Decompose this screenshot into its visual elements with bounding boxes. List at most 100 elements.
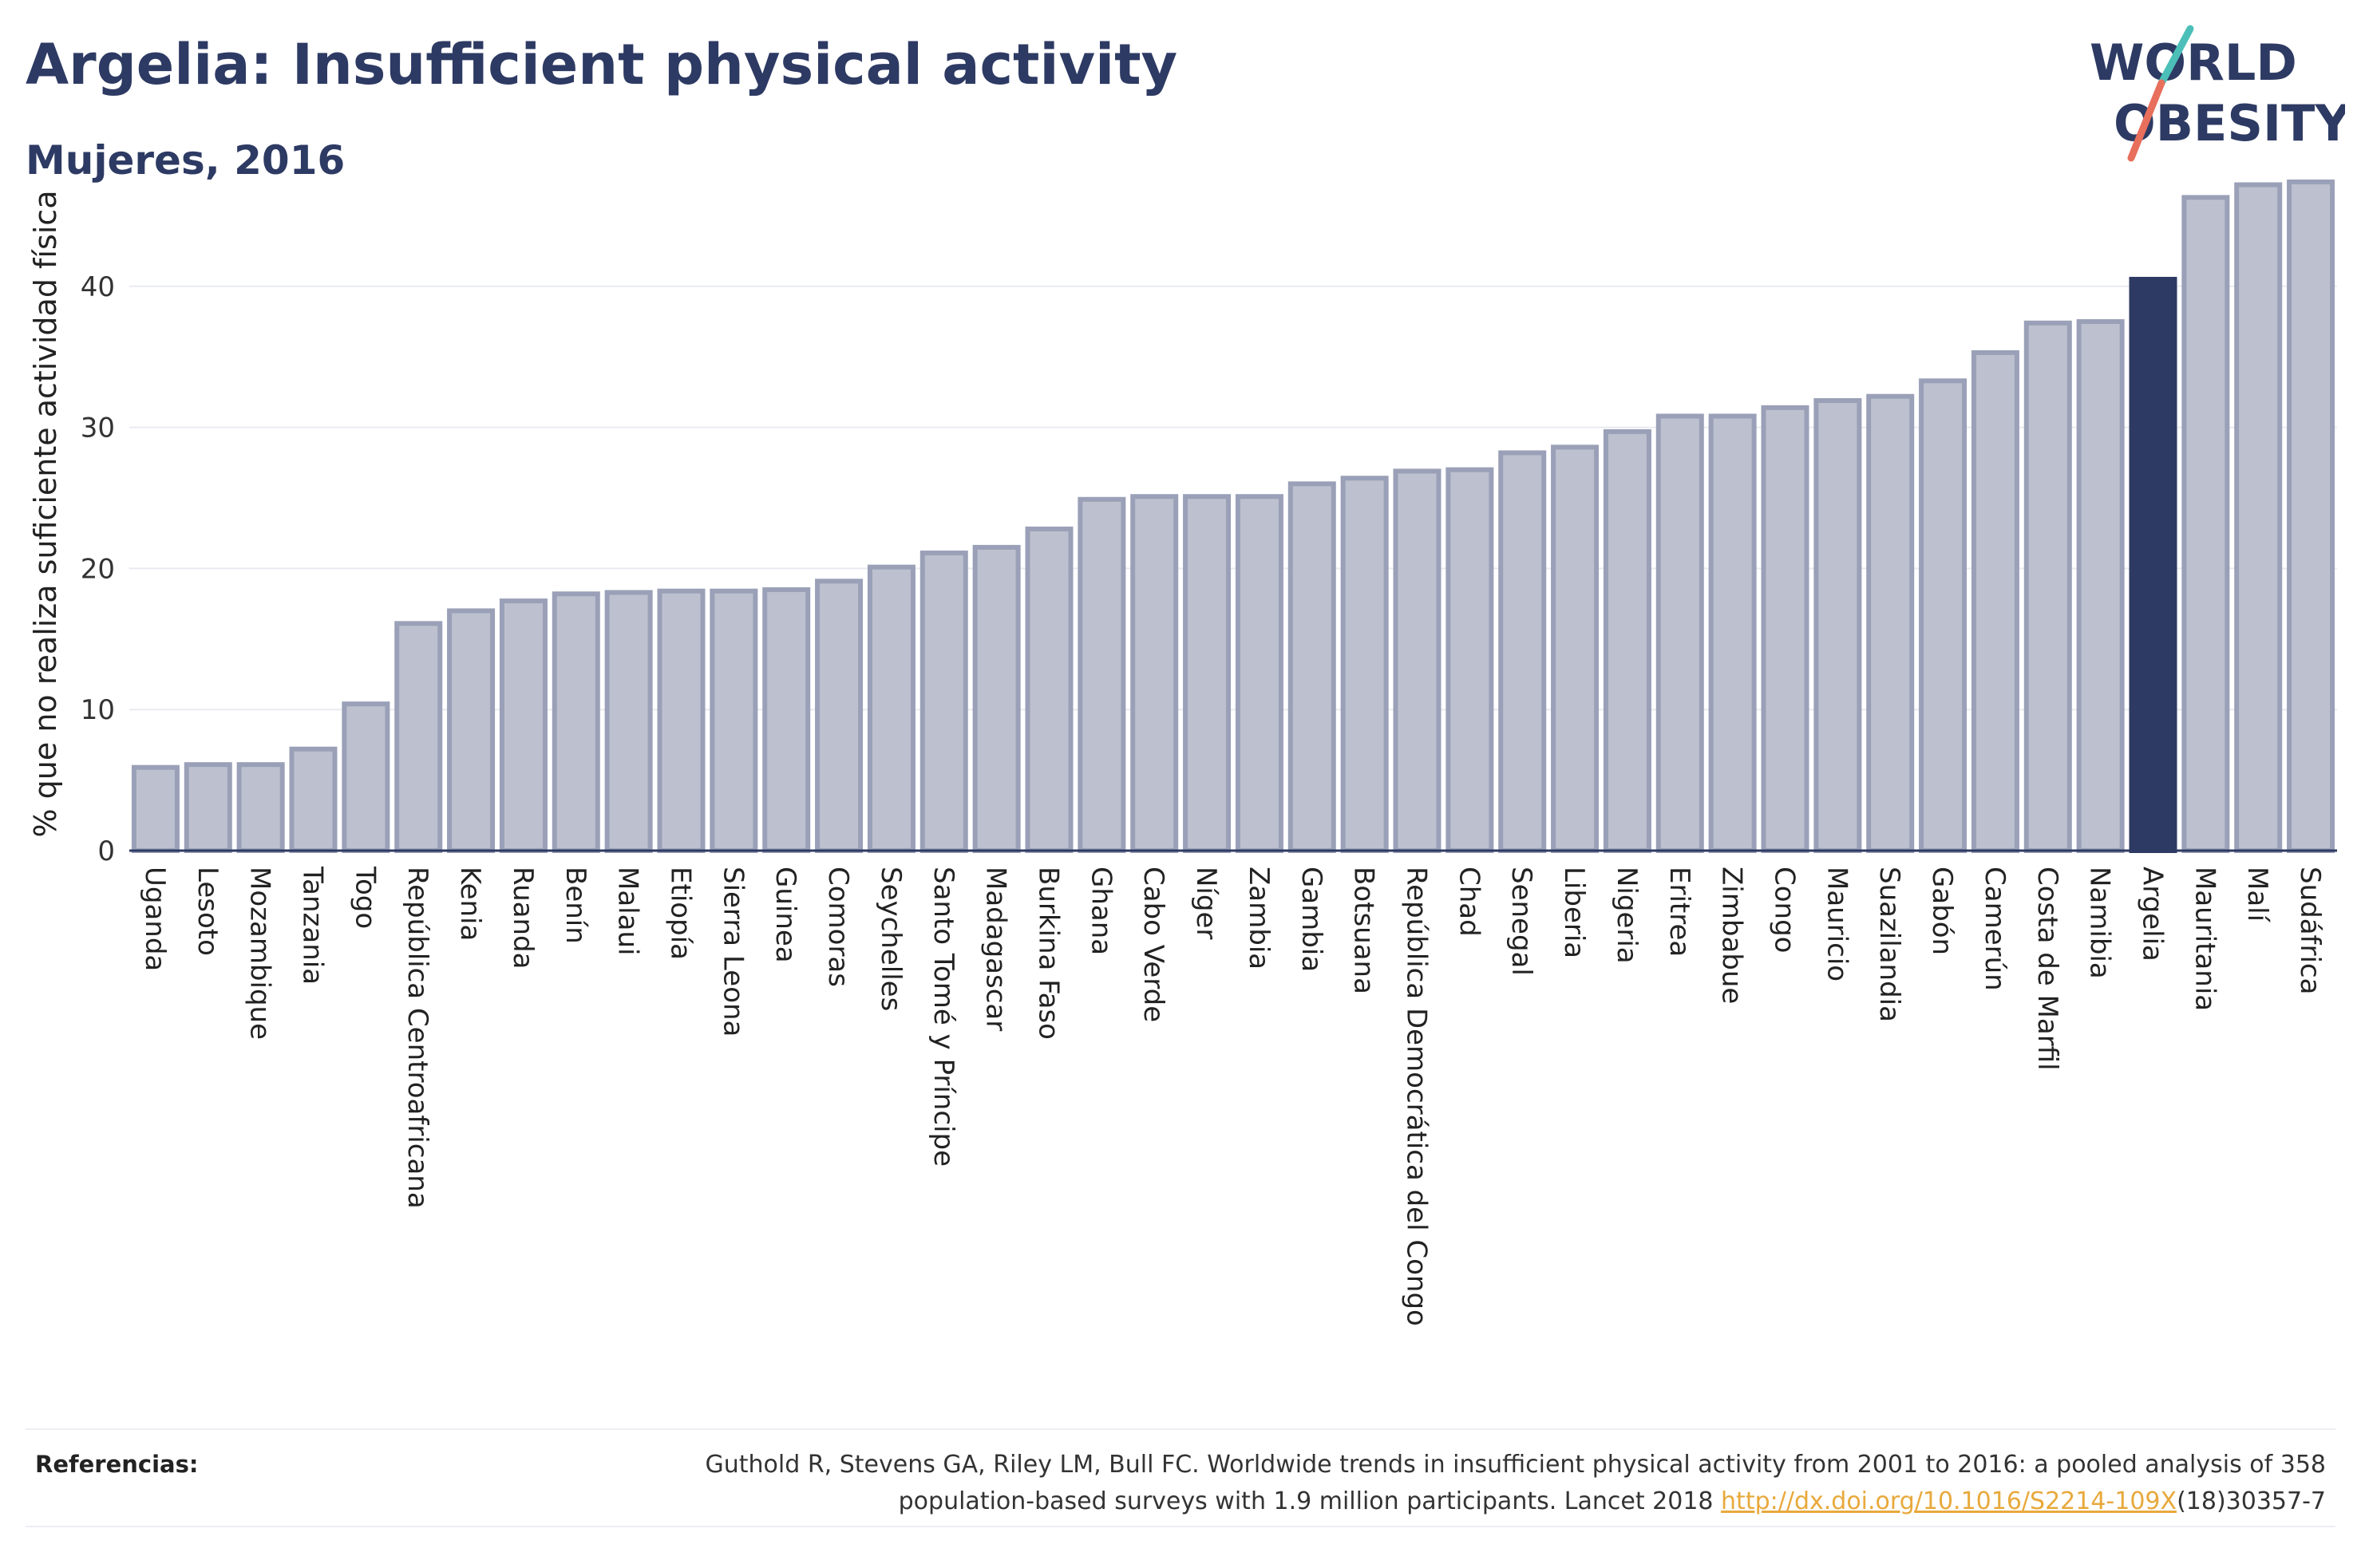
x-tick-label-41: Sudáfrica (2294, 867, 2326, 994)
x-tick-label-8: Benín (560, 867, 591, 944)
bar-30 (1708, 413, 1757, 853)
bar-27 (1551, 444, 1600, 853)
bar-0 (131, 764, 180, 853)
x-tick-label-14: Seychelles (875, 867, 907, 1011)
bar-14 (867, 564, 916, 854)
bar-26 (1498, 450, 1547, 853)
references-bottom-divider (26, 1526, 2335, 1527)
bar-11 (710, 588, 758, 853)
x-tick-label-0: Uganda (139, 867, 171, 971)
x-tick-label-3: Tanzania (297, 866, 329, 985)
x-tick-label-38: Argelia (2137, 867, 2169, 962)
bar-10 (657, 588, 706, 853)
x-tick-label-9: Malaui (612, 867, 644, 955)
bar-3 (289, 746, 338, 853)
bar-13 (815, 579, 864, 853)
x-tick-label-23: Botsuana (1348, 867, 1380, 994)
bar-22 (1287, 481, 1336, 853)
bar-36 (2023, 320, 2072, 853)
bar-34 (1919, 378, 1968, 854)
bar-23 (1340, 476, 1389, 853)
bar-5 (394, 621, 443, 853)
bar-15 (919, 550, 968, 854)
logo-line1: WORLD (2090, 34, 2297, 92)
bar-16 (972, 544, 1021, 853)
bar-8 (552, 591, 600, 853)
bar-12 (762, 587, 811, 853)
logo-slash-coral (2127, 79, 2165, 162)
x-tick-label-11: Sierra Leona (717, 867, 749, 1037)
y-tick-label-0: 0 (97, 835, 115, 867)
references-doi-link[interactable]: http://dx.doi.org/10.1016/S2214-109X (1721, 1487, 2177, 1515)
bar-25 (1445, 467, 1494, 853)
bar-32 (1813, 398, 1862, 853)
bar-chart: 0 10 20 30 40 Uganda Lesoto Mozambique Tanzania T… (28, 179, 2337, 1326)
references-line2-pre: population-based surveys with 1.9 millio… (898, 1487, 1722, 1515)
x-tick-label-35: Camerún (1979, 867, 2011, 991)
bar-19 (1130, 494, 1179, 853)
references-text: Guthold R, Stevens GA, Riley LM, Bull FC… (490, 1447, 2326, 1520)
bar-9 (604, 590, 653, 853)
bar-18 (1078, 496, 1126, 853)
bar-2 (236, 762, 285, 853)
x-tick-label-10: Etiopía (665, 867, 697, 960)
x-tick-label-32: Mauricio (1821, 867, 1853, 981)
bar-40 (2234, 182, 2283, 853)
x-tick-label-13: Comoras (822, 867, 854, 987)
x-tick-label-34: Gabón (1926, 867, 1958, 955)
x-tick-label-21: Zambia (1243, 867, 1275, 970)
x-tick-label-4: Togo (349, 866, 381, 929)
bar-24 (1393, 468, 1442, 854)
x-tick-label-1: Lesoto (192, 867, 223, 956)
bar-28 (1603, 429, 1651, 853)
x-tick-label-30: Zimbabue (1716, 867, 1748, 1004)
logo-slash-teal (2157, 25, 2194, 87)
y-tick-label-30: 30 (81, 413, 115, 444)
y-tick-label-40: 40 (81, 271, 115, 303)
bar-39 (2181, 195, 2230, 853)
x-tick-label-29: Eritrea (1663, 867, 1695, 957)
x-tick-label-27: Liberia (1558, 867, 1590, 958)
x-tick-label-31: Congo (1769, 867, 1801, 953)
x-tick-label-22: Gambia (1295, 867, 1327, 972)
x-tick-label-5: República Centroafricana (401, 867, 433, 1209)
references-line1: Guthold R, Stevens GA, Riley LM, Bull FC… (705, 1451, 2326, 1479)
bar-35 (1971, 350, 2019, 853)
references-line2: population-based surveys with 1.9 millio… (490, 1483, 2326, 1520)
x-tick-label-39: Mauritania (2189, 867, 2221, 1011)
bar-20 (1183, 494, 1232, 853)
bar-17 (1025, 526, 1074, 853)
references-line2-post: (18)30357-7 (2177, 1487, 2326, 1515)
x-tick-label-2: Mozambique (244, 867, 276, 1040)
x-tick-label-24: República Democrática del Congo (1401, 867, 1433, 1326)
bar-7 (499, 598, 548, 854)
x-tick-label-26: Senegal (1505, 867, 1537, 976)
x-tick-label-6: Kenia (454, 867, 486, 941)
bar-1 (184, 762, 232, 853)
y-axis-label: % que no realiza suficiente actividad fí… (28, 191, 63, 838)
x-tick-label-12: Guinea (769, 867, 801, 963)
bar-4 (342, 701, 390, 853)
x-tick-label-15: Santo Tomé y Príncipe (927, 867, 959, 1167)
bar-31 (1761, 405, 1809, 853)
x-tick-label-25: Chad (1453, 867, 1485, 937)
page-subtitle: Mujeres, 2016 (26, 137, 346, 184)
bar-21 (1235, 494, 1283, 853)
x-tick-label-40: Malí (2241, 867, 2273, 923)
bar-38 (2129, 276, 2177, 853)
y-tick-label-10: 10 (81, 694, 115, 726)
world-obesity-logo: WORLD OBESITY (2090, 25, 2345, 162)
x-tick-label-19: Cabo Verde (1137, 867, 1169, 1022)
references-label: Referencias: (35, 1451, 199, 1478)
bar-41 (2287, 179, 2335, 853)
bar-6 (447, 608, 496, 853)
bar-33 (1866, 393, 1915, 854)
x-tick-label-18: Ghana (1085, 867, 1117, 955)
page-title: Argelia: Insufficient physical activity (26, 32, 1178, 97)
x-tick-label-17: Burkina Faso (1033, 867, 1065, 1040)
x-tick-label-33: Suazilandia (1873, 867, 1905, 1022)
x-tick-label-20: Níger (1190, 867, 1222, 939)
x-tick-label-16: Madagascar (980, 867, 1012, 1031)
references-top-divider (26, 1428, 2335, 1430)
x-tick-label-37: Namibia (2084, 867, 2116, 979)
